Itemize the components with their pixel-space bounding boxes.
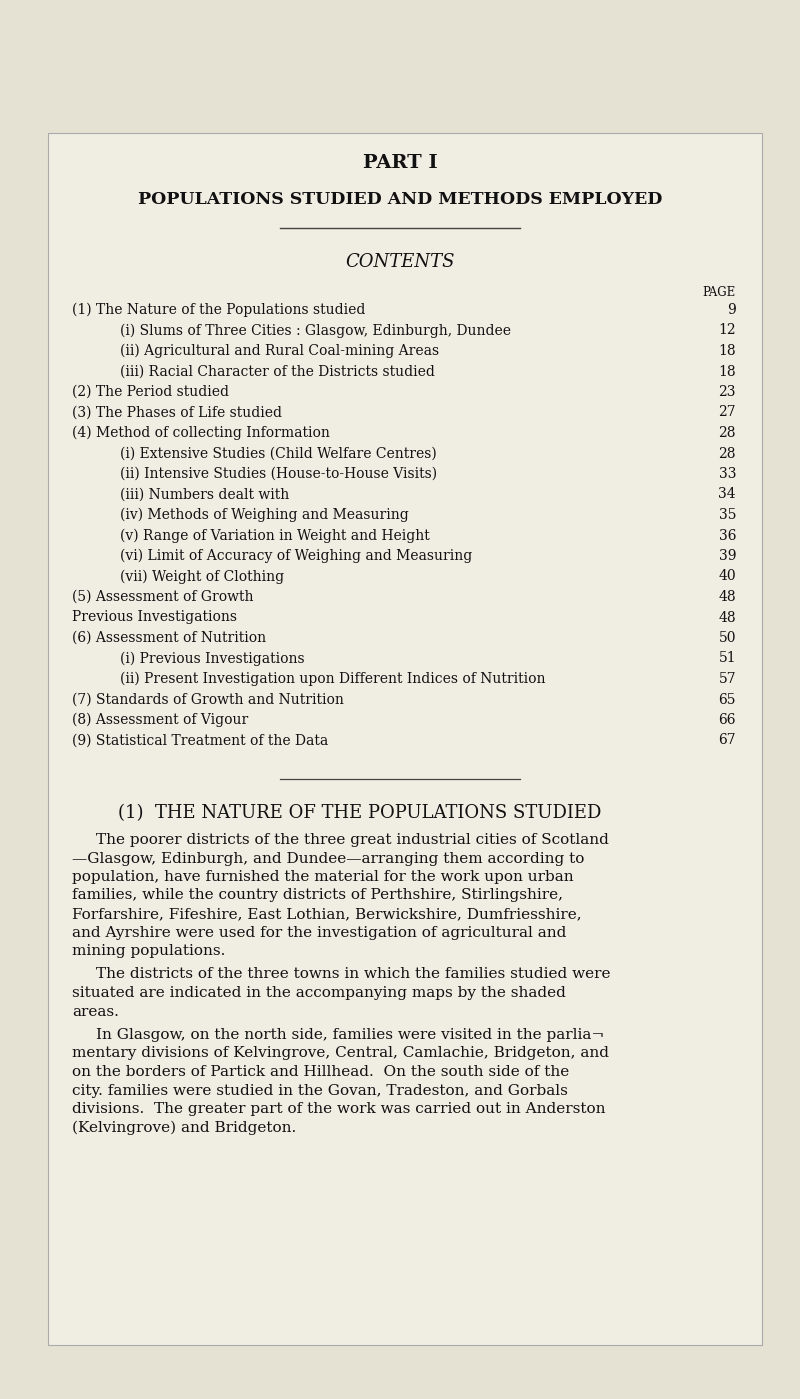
Text: (v) Range of Variation in Weight and Height: (v) Range of Variation in Weight and Hei… (120, 529, 430, 543)
Text: (i) Previous Investigations: (i) Previous Investigations (120, 652, 305, 666)
Text: (3) The Phases of Life studied: (3) The Phases of Life studied (72, 406, 282, 420)
Text: The poorer districts of the three great industrial cities of Scotland: The poorer districts of the three great … (96, 832, 609, 846)
Text: situated are indicated in the accompanying maps by the shaded: situated are indicated in the accompanyi… (72, 986, 566, 1000)
Text: 65: 65 (718, 693, 736, 706)
Text: (1) The Nature of the Populations studied: (1) The Nature of the Populations studie… (72, 302, 366, 318)
Text: city. families were studied in the Govan, Tradeston, and Gorbals: city. families were studied in the Govan… (72, 1083, 568, 1097)
Text: 9: 9 (727, 304, 736, 318)
Text: CONTENTS: CONTENTS (346, 253, 454, 271)
Text: (iv) Methods of Weighing and Measuring: (iv) Methods of Weighing and Measuring (120, 508, 409, 522)
Text: 48: 48 (718, 590, 736, 604)
Text: population, have furnished the material for the work upon urban: population, have furnished the material … (72, 870, 574, 884)
Text: (vi) Limit of Accuracy of Weighing and Measuring: (vi) Limit of Accuracy of Weighing and M… (120, 548, 472, 564)
Text: (5) Assessment of Growth: (5) Assessment of Growth (72, 590, 254, 604)
Text: (i) Slums of Three Cities : Glasgow, Edinburgh, Dundee: (i) Slums of Three Cities : Glasgow, Edi… (120, 323, 511, 337)
Text: (1)  THE NATURE OF THE POPULATIONS STUDIED: (1) THE NATURE OF THE POPULATIONS STUDIE… (118, 804, 602, 823)
Text: areas.: areas. (72, 1004, 119, 1018)
Text: 12: 12 (718, 323, 736, 337)
Text: 18: 18 (718, 365, 736, 379)
Text: 51: 51 (718, 652, 736, 666)
Text: 67: 67 (718, 733, 736, 747)
Text: (4) Method of collecting Information: (4) Method of collecting Information (72, 425, 330, 441)
Text: (ii) Agricultural and Rural Coal-mining Areas: (ii) Agricultural and Rural Coal-mining … (120, 344, 439, 358)
Text: 48: 48 (718, 610, 736, 624)
Text: mentary divisions of Kelvingrove, Central, Camlachie, Bridgeton, and: mentary divisions of Kelvingrove, Centra… (72, 1046, 609, 1060)
Text: mining populations.: mining populations. (72, 944, 226, 958)
Text: 50: 50 (718, 631, 736, 645)
Text: 57: 57 (718, 672, 736, 686)
Text: (ii) Intensive Studies (House-to-House Visits): (ii) Intensive Studies (House-to-House V… (120, 467, 437, 481)
Text: —Glasgow, Edinburgh, and Dundee—arranging them according to: —Glasgow, Edinburgh, and Dundee—arrangin… (72, 852, 584, 866)
Text: 28: 28 (718, 427, 736, 441)
Text: 23: 23 (718, 385, 736, 399)
Text: (ii) Present Investigation upon Different Indices of Nutrition: (ii) Present Investigation upon Differen… (120, 672, 546, 686)
Text: POPULATIONS STUDIED AND METHODS EMPLOYED: POPULATIONS STUDIED AND METHODS EMPLOYED (138, 192, 662, 208)
Text: 36: 36 (718, 529, 736, 543)
Text: 27: 27 (718, 406, 736, 420)
Text: 39: 39 (718, 548, 736, 562)
Text: (Kelvingrove) and Bridgeton.: (Kelvingrove) and Bridgeton. (72, 1121, 296, 1135)
Text: (2) The Period studied: (2) The Period studied (72, 385, 229, 399)
Text: divisions.  The greater part of the work was carried out in Anderston: divisions. The greater part of the work … (72, 1102, 606, 1116)
Bar (48, 133, 762, 1344)
Text: Forfarshire, Fifeshire, East Lothian, Berwickshire, Dumfriesshire,: Forfarshire, Fifeshire, East Lothian, Be… (72, 907, 582, 921)
Text: 28: 28 (718, 446, 736, 460)
Text: The districts of the three towns in which the families studied were: The districts of the three towns in whic… (96, 968, 610, 982)
Text: on the borders of Partick and Hillhead.  On the south side of the: on the borders of Partick and Hillhead. … (72, 1065, 570, 1079)
Text: (8) Assessment of Vigour: (8) Assessment of Vigour (72, 713, 248, 727)
Text: (vii) Weight of Clothing: (vii) Weight of Clothing (120, 569, 284, 583)
Text: 66: 66 (718, 713, 736, 727)
Text: (7) Standards of Growth and Nutrition: (7) Standards of Growth and Nutrition (72, 693, 344, 706)
Text: (iii) Racial Character of the Districts studied: (iii) Racial Character of the Districts … (120, 365, 435, 379)
Text: 33: 33 (718, 467, 736, 481)
Text: PAGE: PAGE (702, 287, 736, 299)
Text: (iii) Numbers dealt with: (iii) Numbers dealt with (120, 487, 290, 501)
Text: (6) Assessment of Nutrition: (6) Assessment of Nutrition (72, 631, 266, 645)
Text: (9) Statistical Treatment of the Data: (9) Statistical Treatment of the Data (72, 733, 328, 747)
Text: In Glasgow, on the north side, families were visited in the parlia¬: In Glasgow, on the north side, families … (96, 1028, 604, 1042)
Text: 40: 40 (718, 569, 736, 583)
Text: (i) Extensive Studies (Child Welfare Centres): (i) Extensive Studies (Child Welfare Cen… (120, 446, 437, 460)
Text: families, while the country districts of Perthshire, Stirlingshire,: families, while the country districts of… (72, 888, 563, 902)
Text: PART I: PART I (362, 154, 438, 172)
Text: 34: 34 (718, 487, 736, 501)
Text: Previous Investigations: Previous Investigations (72, 610, 237, 624)
Text: and Ayrshire were used for the investigation of agricultural and: and Ayrshire were used for the investiga… (72, 926, 566, 940)
Text: 35: 35 (718, 508, 736, 522)
Text: 18: 18 (718, 344, 736, 358)
